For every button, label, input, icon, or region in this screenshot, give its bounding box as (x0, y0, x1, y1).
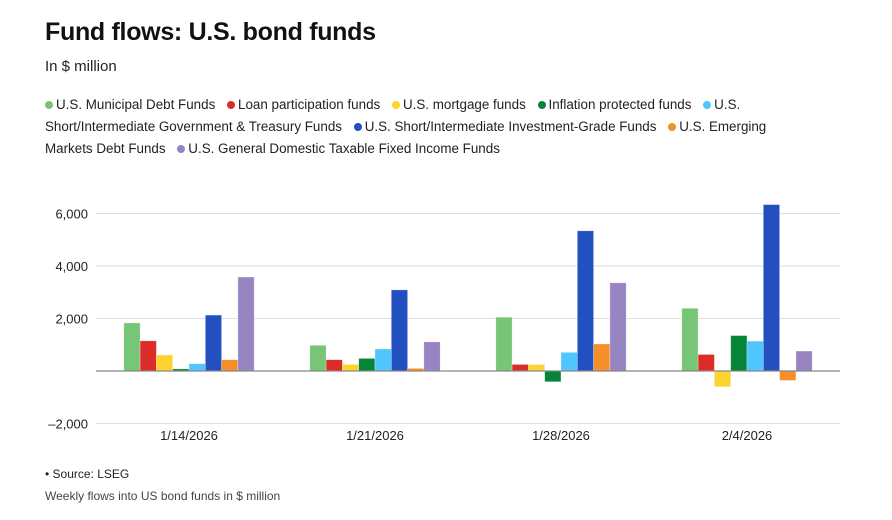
bar (309, 344, 327, 372)
chart-note: Weekly flows into US bond funds in $ mil… (45, 489, 281, 503)
legend-label: U.S. Short/Intermediate Investment-Grade… (364, 119, 657, 134)
chart-subtitle: In $ million (45, 58, 117, 75)
x-tick-label: 1/21/2026 (346, 428, 404, 443)
chart-title: Fund flows: U.S. bond funds (45, 18, 376, 46)
legend-swatch (177, 145, 186, 153)
x-tick-label: 1/14/2026 (160, 428, 218, 443)
bar (139, 340, 157, 372)
bar (390, 289, 408, 372)
bar (374, 348, 392, 372)
bar (730, 335, 748, 372)
legend-swatch (353, 123, 362, 131)
legend-swatch (391, 101, 400, 109)
bar (358, 358, 376, 372)
legend-item: U.S. mortgage funds (391, 97, 526, 112)
bar (593, 343, 611, 372)
legend-label: U.S. Emerging Markets Debt Funds (45, 119, 767, 156)
bar (511, 364, 529, 372)
legend-swatch (703, 101, 712, 109)
legend-label: U.S. Short/Intermediate Government & Tre… (45, 97, 741, 134)
x-tick-label: 1/28/2026 (532, 428, 590, 443)
bar (325, 359, 343, 372)
legend-item: U.S. Emerging Markets Debt Funds (45, 119, 766, 156)
bar (528, 364, 546, 372)
legend-label: Loan participation funds (238, 97, 381, 112)
y-tick-label: 6,000 (55, 207, 88, 222)
y-tick-label: –2,000 (48, 417, 88, 432)
bar (495, 316, 513, 372)
bar (609, 282, 627, 372)
legend-swatch (537, 101, 546, 109)
bar (156, 354, 173, 372)
x-tick-label: 2/4/2026 (722, 428, 773, 443)
legend-item: U.S. Municipal Debt Funds (45, 97, 215, 112)
bar (221, 359, 239, 372)
legend-label: U.S. General Domestic Taxable Fixed Inco… (188, 141, 500, 156)
bar (681, 307, 699, 372)
legend-swatch (668, 123, 677, 131)
bar (237, 276, 255, 372)
y-tick-label: 4,000 (55, 259, 88, 274)
bar (544, 370, 562, 383)
legend: U.S. Municipal Debt Funds Loan participa… (45, 94, 815, 160)
legend-item: U.S. Short/Intermediate Government & Tre… (45, 97, 740, 134)
y-tick-label: 2,000 (55, 312, 88, 327)
legend-swatch (227, 101, 236, 109)
legend-swatch (45, 101, 53, 109)
bar (123, 322, 141, 372)
bar (576, 230, 594, 372)
bar (795, 350, 813, 372)
bar (205, 314, 222, 372)
bar (762, 204, 780, 372)
legend-item: Loan participation funds (227, 97, 380, 112)
source-text: • Source: LSEG (45, 467, 130, 481)
bar (423, 341, 441, 372)
bar (779, 370, 797, 381)
bar (560, 352, 578, 372)
bar (714, 370, 732, 388)
bar (746, 340, 764, 372)
legend-item: Inflation protected funds (537, 97, 692, 112)
legend-item: U.S. Short/Intermediate Investment-Grade… (353, 119, 657, 134)
legend-label: Inflation protected funds (548, 97, 692, 112)
bar (188, 363, 206, 372)
bar (697, 354, 715, 372)
legend-item: U.S. General Domestic Taxable Fixed Inco… (177, 141, 500, 156)
legend-label: U.S. mortgage funds (402, 97, 526, 112)
bar (342, 364, 359, 372)
legend-label: U.S. Municipal Debt Funds (56, 97, 216, 112)
